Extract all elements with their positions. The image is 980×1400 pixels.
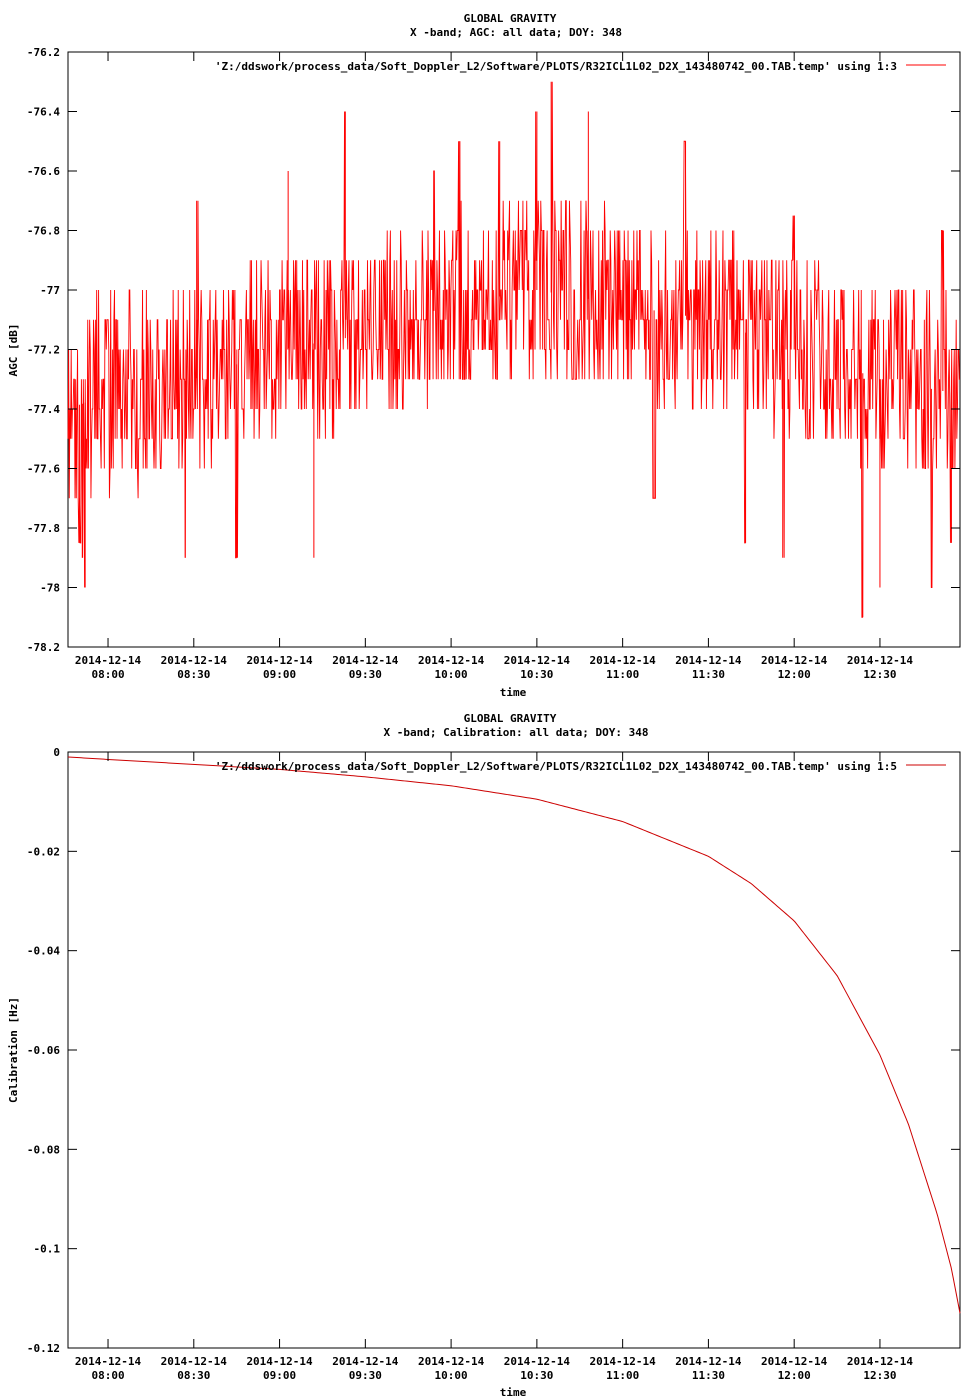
calibration-chart: GLOBAL GRAVITY X -band; Calibration: all… <box>7 712 961 1399</box>
calibration-x-tick-date: 2014-12-14 <box>161 1355 228 1368</box>
agc-y-tick-label: -77.4 <box>27 403 60 416</box>
agc-x-tick-date: 2014-12-14 <box>75 654 142 667</box>
calibration-y-tick-label: -0.02 <box>27 845 60 858</box>
calibration-x-axis: 2014-12-1408:002014-12-1408:302014-12-14… <box>75 752 914 1382</box>
calibration-x-tick-date: 2014-12-14 <box>246 1355 313 1368</box>
calibration-x-tick-date: 2014-12-14 <box>75 1355 142 1368</box>
agc-y-tick-label: -78.2 <box>27 641 60 654</box>
calibration-chart-title: GLOBAL GRAVITY <box>464 712 557 725</box>
agc-chart-title: GLOBAL GRAVITY <box>464 12 557 25</box>
agc-x-tick-time: 09:00 <box>263 668 296 681</box>
calibration-x-tick-time: 09:30 <box>349 1369 382 1382</box>
calibration-x-tick-date: 2014-12-14 <box>675 1355 742 1368</box>
agc-x-tick-time: 10:00 <box>435 668 468 681</box>
calibration-y-tick-label: -0.12 <box>27 1342 60 1355</box>
calibration-y-tick-label: -0.08 <box>27 1143 60 1156</box>
agc-plot-area <box>67 81 960 618</box>
calibration-y-tick-label: -0.06 <box>27 1044 60 1057</box>
calibration-chart-subtitle: X -band; Calibration: all data; DOY: 348 <box>384 726 649 739</box>
agc-x-tick-date: 2014-12-14 <box>504 654 571 667</box>
calibration-x-tick-date: 2014-12-14 <box>332 1355 399 1368</box>
agc-chart-subtitle: X -band; AGC: all data; DOY: 348 <box>410 26 622 39</box>
calibration-y-tick-label: -0.1 <box>34 1243 61 1256</box>
agc-x-tick-time: 10:30 <box>520 668 553 681</box>
agc-x-tick-time: 09:30 <box>349 668 382 681</box>
calibration-x-tick-date: 2014-12-14 <box>847 1355 914 1368</box>
calibration-x-tick-time: 11:30 <box>692 1369 725 1382</box>
agc-y-tick-label: -77 <box>40 284 60 297</box>
agc-y-tick-label: -76.2 <box>27 46 60 59</box>
agc-x-tick-date: 2014-12-14 <box>761 654 828 667</box>
calibration-x-tick-time: 10:30 <box>520 1369 553 1382</box>
agc-legend: 'Z:/ddswork/process_data/Soft_Doppler_L2… <box>215 60 946 73</box>
agc-y-tick-label: -77.2 <box>27 344 60 357</box>
calibration-x-tick-date: 2014-12-14 <box>504 1355 571 1368</box>
calibration-x-tick-time: 12:00 <box>778 1369 811 1382</box>
agc-x-tick-time: 11:00 <box>606 668 639 681</box>
agc-x-tick-date: 2014-12-14 <box>161 654 228 667</box>
calibration-plot-area <box>67 756 961 1314</box>
agc-x-tick-date: 2014-12-14 <box>418 654 485 667</box>
calibration-x-tick-date: 2014-12-14 <box>761 1355 828 1368</box>
calibration-y-tick-label: 0 <box>53 746 60 759</box>
calibration-x-tick-date: 2014-12-14 <box>418 1355 485 1368</box>
agc-y-tick-label: -76.6 <box>27 165 60 178</box>
agc-y-axis: -76.2 -76.4 -76.6 -76.8 -77 -77.2 -77.4 -77.6 -7… <box>27 46 960 654</box>
agc-x-axis: 2014-12-1408:002014-12-1408:302014-12-14… <box>75 52 914 681</box>
calibration-legend: 'Z:/ddswork/process_data/Soft_Doppler_L2… <box>215 760 946 773</box>
agc-y-tick-label: -76.4 <box>27 106 60 119</box>
calibration-y-tick-label: -0.04 <box>27 945 60 958</box>
calibration-x-tick-date: 2014-12-14 <box>590 1355 657 1368</box>
calibration-x-tick-time: 09:00 <box>263 1369 296 1382</box>
calibration-x-tick-time: 08:00 <box>91 1369 124 1382</box>
calibration-x-tick-time: 11:00 <box>606 1369 639 1382</box>
calibration-legend-label: 'Z:/ddswork/process_data/Soft_Doppler_L2… <box>215 760 897 773</box>
agc-x-tick-date: 2014-12-14 <box>246 654 313 667</box>
agc-x-tick-time: 12:00 <box>778 668 811 681</box>
agc-x-tick-time: 08:00 <box>91 668 124 681</box>
agc-x-tick-date: 2014-12-14 <box>332 654 399 667</box>
calibration-series-line <box>67 756 961 1314</box>
agc-legend-label: 'Z:/ddswork/process_data/Soft_Doppler_L2… <box>215 60 897 73</box>
calibration-x-tick-time: 12:30 <box>863 1369 896 1382</box>
agc-y-tick-label: -77.6 <box>27 463 60 476</box>
agc-x-tick-time: 08:30 <box>177 668 210 681</box>
agc-y-tick-label: -77.8 <box>27 522 60 535</box>
agc-y-tick-label: -76.8 <box>27 225 60 238</box>
calibration-y-axis: 0 -0.02 -0.04 -0.06 -0.08 -0.1 -0.12 <box>27 746 960 1355</box>
agc-x-tick-time: 12:30 <box>863 668 896 681</box>
calibration-x-tick-time: 10:00 <box>435 1369 468 1382</box>
agc-series-line <box>67 81 960 618</box>
calibration-x-axis-label: time <box>500 1386 527 1399</box>
agc-x-tick-date: 2014-12-14 <box>847 654 914 667</box>
calibration-y-axis-label: Calibration [Hz] <box>7 997 20 1103</box>
agc-x-tick-date: 2014-12-14 <box>675 654 742 667</box>
agc-chart: GLOBAL GRAVITY X -band; AGC: all data; D… <box>7 12 961 699</box>
agc-y-tick-label: -78 <box>40 582 60 595</box>
agc-y-axis-label: AGC [dB] <box>7 324 20 377</box>
agc-x-axis-label: time <box>500 686 527 699</box>
calibration-x-tick-time: 08:30 <box>177 1369 210 1382</box>
calibration-plot-frame <box>67 751 961 1349</box>
agc-x-tick-time: 11:30 <box>692 668 725 681</box>
agc-x-tick-date: 2014-12-14 <box>590 654 657 667</box>
